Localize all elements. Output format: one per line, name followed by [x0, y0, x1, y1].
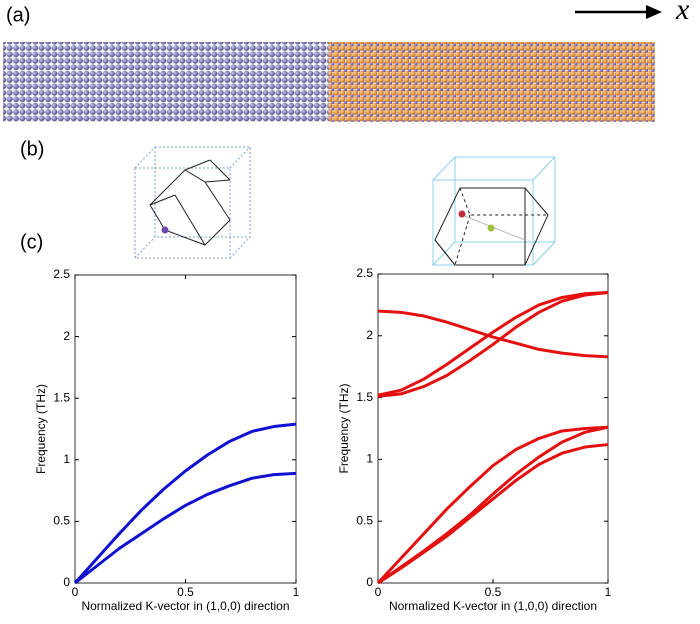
x-tick-label: 1: [293, 585, 300, 599]
x-tick-label: 0.5: [177, 585, 194, 599]
panel-label: (a): [6, 4, 30, 26]
x-axis-label: Normalized K-vector in (1,0,0) direction: [389, 599, 597, 613]
x-tick-label: 1: [605, 585, 612, 599]
panel-label: (b): [20, 138, 44, 160]
direction-symbol: x: [675, 0, 690, 26]
y-axis-label: Frequency (THz): [34, 384, 48, 474]
x-axis-label: Normalized K-vector in (1,0,0) direction: [81, 599, 289, 613]
y-tick-label: 0.5: [356, 513, 373, 527]
dispersion-curve: [377, 291, 609, 398]
cell-right: [432, 156, 556, 266]
y-tick-label: 1.5: [356, 390, 373, 404]
y-tick-label: 1: [63, 452, 70, 466]
y-tick-label: 1: [366, 452, 373, 466]
dispersion-curve: [73, 422, 297, 585]
y-tick-label: 2.5: [356, 266, 373, 280]
y-axis-label: Frequency (THz): [337, 383, 351, 473]
x-tick-label: 0: [375, 585, 382, 599]
arrow-head: [646, 5, 662, 19]
y-tick-label: 2.5: [53, 267, 70, 281]
dispersion-curve: [376, 425, 609, 585]
dispersion-curve: [74, 471, 297, 585]
y-tick-label: 0.5: [53, 514, 70, 528]
dispersion-curve: [377, 309, 609, 359]
panel-label: (c): [20, 231, 43, 253]
cell-left: [134, 146, 251, 259]
dispersion-curve: [377, 443, 609, 585]
x-tick-label: 0: [72, 585, 79, 599]
y-tick-label: 0: [63, 575, 70, 589]
lattice-right: [329, 42, 655, 122]
y-tick-label: 2: [366, 328, 373, 342]
y-tick-label: 2: [63, 329, 70, 343]
x-tick-label: 0.5: [485, 585, 502, 599]
lattice-left: [3, 42, 329, 122]
dispersion-curve: [377, 291, 609, 397]
y-tick-label: 1.5: [53, 390, 70, 404]
y-tick-label: 0: [366, 575, 373, 589]
